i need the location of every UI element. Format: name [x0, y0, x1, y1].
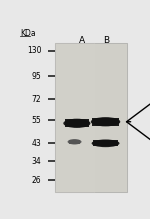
- Ellipse shape: [68, 139, 82, 145]
- Text: 95: 95: [32, 72, 41, 81]
- Ellipse shape: [91, 117, 120, 126]
- Text: 34: 34: [32, 157, 41, 166]
- Text: 43: 43: [32, 139, 41, 148]
- Text: 26: 26: [32, 176, 41, 185]
- Text: 72: 72: [32, 95, 41, 104]
- Bar: [55, 43, 127, 192]
- Text: 130: 130: [27, 46, 41, 55]
- Bar: [93, 140, 118, 146]
- Ellipse shape: [92, 140, 120, 147]
- Bar: [92, 118, 119, 126]
- Text: KDa: KDa: [20, 30, 36, 39]
- Bar: [69, 140, 80, 144]
- Text: A: A: [79, 36, 85, 45]
- Text: 55: 55: [32, 116, 41, 125]
- Ellipse shape: [63, 119, 90, 128]
- Text: B: B: [103, 36, 109, 45]
- Bar: [65, 119, 89, 127]
